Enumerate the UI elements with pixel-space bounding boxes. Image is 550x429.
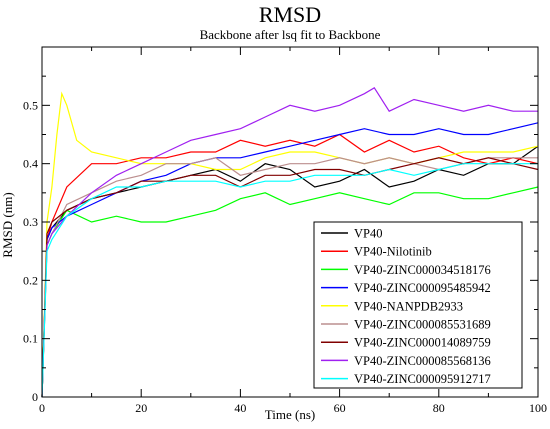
chart-title: RMSD — [259, 2, 321, 27]
legend-label: VP40-ZINC000095485942 — [354, 281, 491, 295]
legend: VP40 VP40-Nilotinib VP40-ZINC000034518176 V… — [313, 221, 523, 389]
x-tick-label: 0 — [39, 401, 45, 415]
x-tick-label: 60 — [334, 401, 346, 415]
legend-label: VP40-ZINC000085531689 — [354, 318, 491, 332]
legend-label: VP40-ZINC000034518176 — [354, 263, 491, 277]
legend-label: VP40 — [354, 227, 382, 241]
series-line-8 — [41, 86, 538, 398]
series-layer — [41, 86, 539, 398]
y-tick-label: 0.5 — [23, 98, 38, 112]
x-tick-label: 20 — [135, 401, 147, 415]
y-tick-label: 0.2 — [23, 273, 38, 287]
x-tick-label: 100 — [529, 401, 547, 415]
legend-label: VP40-ZINC000085568136 — [354, 354, 491, 368]
legend-label: VP40-NANPDB2933 — [354, 299, 463, 313]
x-tick-label: 40 — [234, 401, 246, 415]
x-tick-label: 80 — [433, 401, 445, 415]
legend-label: VP40-ZINC000014089759 — [354, 336, 491, 350]
series-line-7 — [41, 157, 539, 398]
series-line-4 — [41, 122, 539, 398]
y-tick-label: 0 — [32, 390, 38, 404]
series-line-2 — [41, 133, 539, 398]
series-line-9 — [41, 163, 538, 398]
ticks-layer: 0 20 40 60 80 100 0 0.1 0.2 0.3 0.4 0.5 — [23, 47, 547, 415]
chart-subtitle: Backbone after lsq fit to Backbone — [200, 27, 381, 42]
y-tick-label: 0.4 — [23, 157, 38, 171]
series-line-3 — [41, 186, 539, 398]
x-axis-label: Time (ns) — [265, 407, 315, 422]
y-tick-label: 0.1 — [23, 332, 38, 346]
y-tick-label: 0.3 — [23, 215, 38, 229]
legend-label: VP40-ZINC000095912717 — [354, 372, 491, 386]
legend-box — [313, 221, 523, 389]
y-axis-label: RMSD (nm) — [0, 192, 15, 257]
legend-label: VP40-Nilotinib — [354, 245, 432, 259]
